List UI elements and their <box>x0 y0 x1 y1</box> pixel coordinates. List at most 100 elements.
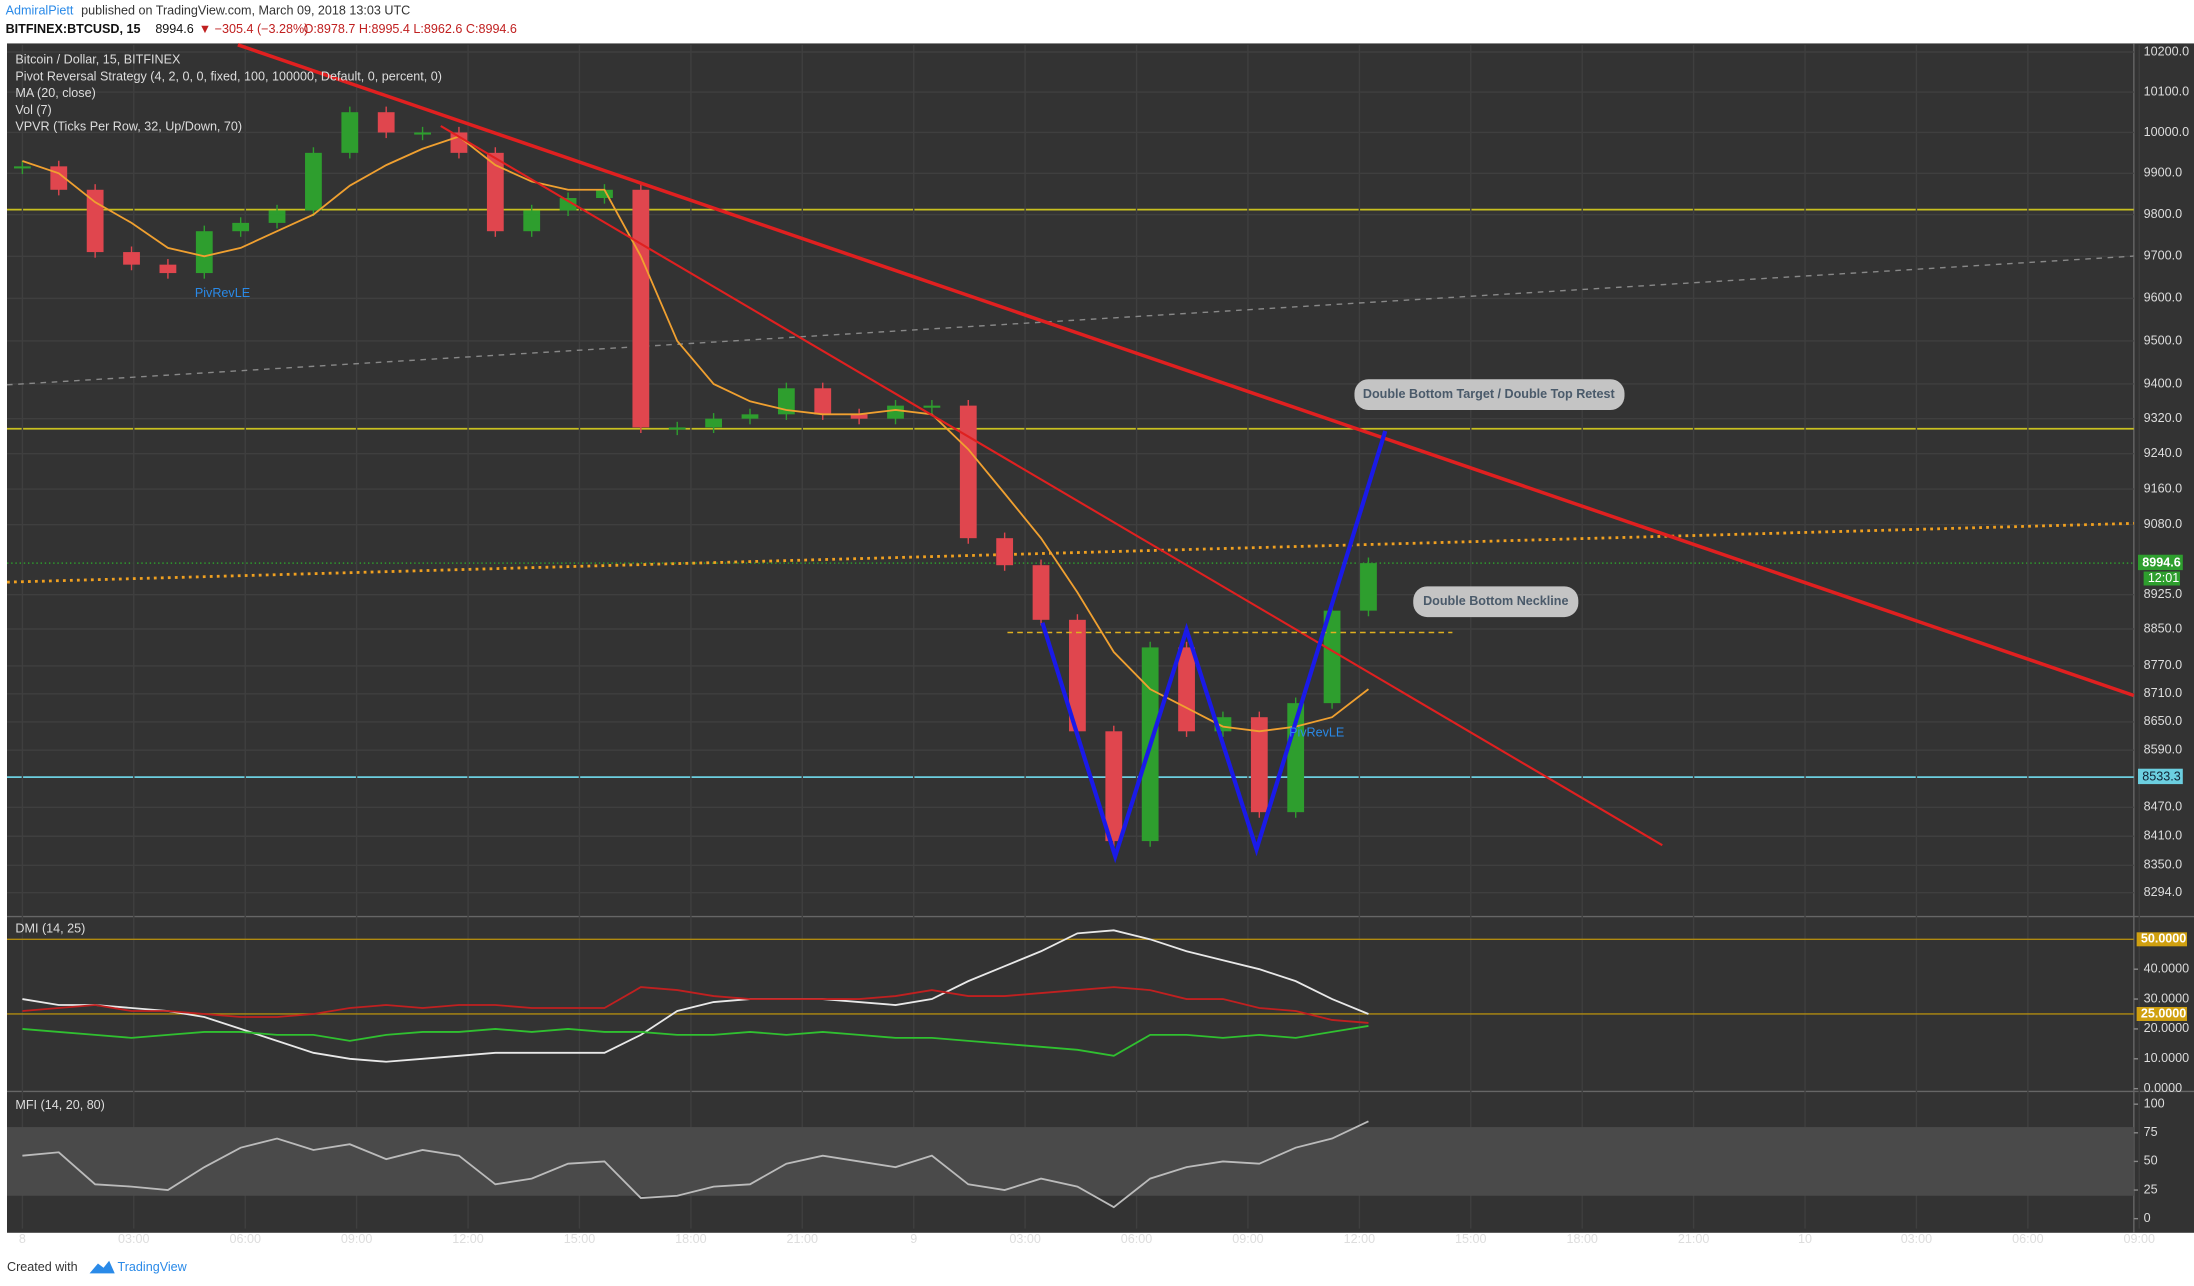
indicator-line <box>22 1025 1369 1057</box>
candle <box>123 252 140 265</box>
price-tag <box>2138 554 2183 571</box>
y-tick-label: 30.0000 <box>2144 991 2189 1005</box>
x-tick-label: 06:00 <box>2012 1232 2043 1246</box>
signal: PivRevLE <box>1289 726 1344 740</box>
x-tick-label: 18:00 <box>675 1232 706 1246</box>
y-tick-label: 0 <box>2144 1211 2151 1225</box>
candle <box>668 427 686 430</box>
callout <box>1413 586 1579 618</box>
trendline <box>440 125 1663 847</box>
y-tick-label: 9600.0 <box>2144 291 2182 305</box>
candle <box>777 388 795 415</box>
x-tick-label: 10 <box>1798 1232 1812 1246</box>
price-tag-label: 8533.3 <box>2142 769 2180 783</box>
price-tag-label: 8994.6 <box>2142 555 2180 569</box>
candle <box>232 222 250 232</box>
candle <box>1323 610 1341 704</box>
tag <box>2136 1006 2188 1021</box>
candle <box>86 189 104 253</box>
dashed-trend <box>6 255 2134 386</box>
y-tick-label: 9500.0 <box>2144 333 2182 347</box>
y-tick-label: 100 <box>2144 1097 2165 1111</box>
x-tick-label: 15:00 <box>1455 1232 1486 1246</box>
y-tick-label: 9800.0 <box>2144 207 2182 221</box>
y-tick-label: 8410.0 <box>2144 829 2182 843</box>
indicator-line <box>22 986 1369 1024</box>
y-tick-label: 9160.0 <box>2144 481 2182 495</box>
published: published on TradingView.com, March 09, … <box>81 4 410 18</box>
x-tick-label: 8 <box>19 1232 26 1246</box>
candle <box>959 405 977 539</box>
candle <box>741 414 759 419</box>
annotation: Double Bottom Target / Double Top Retest <box>1363 387 1616 401</box>
y-tick-label: 8850.0 <box>2144 621 2182 635</box>
x-tick-label: 09:00 <box>1232 1232 1263 1246</box>
candle <box>559 198 577 211</box>
x-tick-label: 03:00 <box>1901 1232 1932 1246</box>
x-tick-label: 06:00 <box>229 1232 260 1246</box>
countdown: 12:01 <box>2148 571 2179 585</box>
publisher[interactable]: AdmiralPiett <box>6 4 74 18</box>
candle <box>377 112 395 133</box>
countdown-tag <box>2143 571 2181 586</box>
y-tick-label: 10100.0 <box>2144 84 2189 98</box>
tag-label: 25.0000 <box>2141 1006 2186 1020</box>
y-tick-label: 8710.0 <box>2144 686 2182 700</box>
plot <box>13 106 1377 1209</box>
candle <box>1250 717 1268 813</box>
footer-text: Created with <box>7 1260 78 1274</box>
y-tick-label: 75 <box>2144 1125 2158 1139</box>
legend-item: Vol (7) <box>15 103 51 117</box>
price-tag <box>2138 768 2183 785</box>
y-tick-label: 8925.0 <box>2144 587 2182 601</box>
candle <box>414 132 431 135</box>
y-tick-label: 9700.0 <box>2144 249 2182 263</box>
ma-line <box>22 135 1370 733</box>
tag-label: 50.0000 <box>2141 932 2186 946</box>
y-tick-label: 8470.0 <box>2144 800 2182 814</box>
candle <box>1178 647 1195 732</box>
x-tick-label: 06:00 <box>1121 1232 1152 1246</box>
trendline <box>237 43 2135 698</box>
candle <box>850 414 868 419</box>
y-tick-label: 8650.0 <box>2144 714 2182 728</box>
y-tick-label: 50 <box>2144 1154 2158 1168</box>
y-tick-label: 0.0000 <box>2144 1081 2182 1095</box>
y-tick-label: 8770.0 <box>2144 658 2182 672</box>
ohlc: O:8978.7 H:8995.4 L:8962.6 C:8994.6 <box>304 22 517 36</box>
y-tick-label: 8350.0 <box>2144 858 2182 872</box>
symbol: BITFINEX:BTCUSD, 15 <box>6 22 141 36</box>
candle <box>341 112 359 153</box>
logo <box>89 1260 115 1274</box>
x-tick-label: 09:00 <box>2124 1232 2155 1246</box>
legend-item: Pivot Reversal Strategy (4, 2, 0, 0, fix… <box>15 69 442 83</box>
y-tick-label: 40.0000 <box>2144 962 2189 976</box>
legend-item: MA (20, close) <box>15 86 95 100</box>
x-tick-label: 21:00 <box>1678 1232 1709 1246</box>
y-tick-label: 8590.0 <box>2144 743 2182 757</box>
candle <box>887 405 904 419</box>
y-tick-label: 9400.0 <box>2144 376 2182 390</box>
footer-brand[interactable]: TradingView <box>118 1260 188 1274</box>
candle <box>159 264 177 274</box>
x-tick-label: 21:00 <box>787 1232 818 1246</box>
y-tick-label: 10.0000 <box>2144 1051 2189 1065</box>
x-tick-label: 12:00 <box>452 1232 483 1246</box>
y-tick-label: 8294.0 <box>2144 885 2182 899</box>
candle <box>1360 563 1377 611</box>
signal: PivRevLE <box>195 286 250 300</box>
candle <box>1069 619 1086 732</box>
y-tick-label: 9900.0 <box>2144 166 2182 180</box>
y-tick-label: 9080.0 <box>2144 517 2182 531</box>
axis-bg <box>2133 43 2194 1233</box>
x-tick-label: 9 <box>910 1232 917 1246</box>
callout <box>1354 379 1625 411</box>
legend-item: Bitcoin / Dollar, 15, BITFINEX <box>15 53 181 67</box>
x-tick-label: 18:00 <box>1566 1232 1597 1246</box>
candle <box>923 405 941 408</box>
candle <box>632 189 650 428</box>
candle <box>268 210 286 223</box>
annotation: Double Bottom Neckline <box>1423 594 1568 608</box>
indicator-line <box>22 1120 1369 1209</box>
